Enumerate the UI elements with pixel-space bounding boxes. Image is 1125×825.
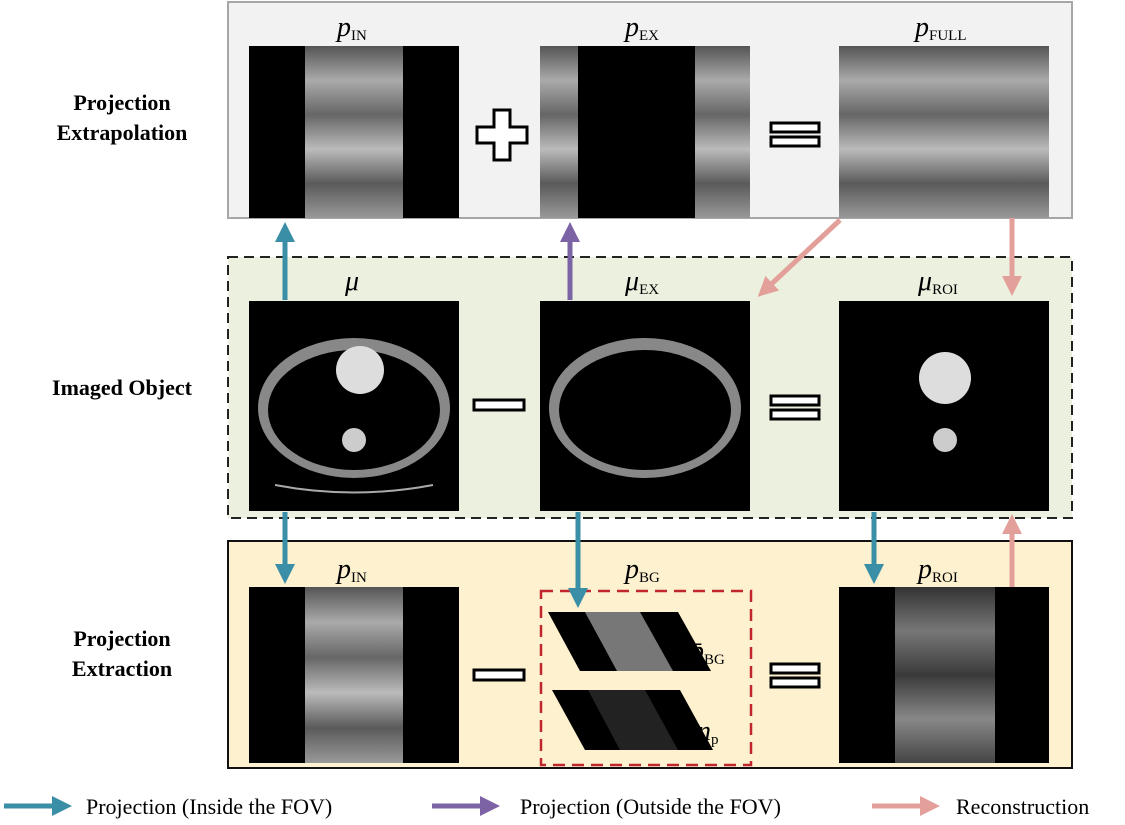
- equals-operator-bottom: [769, 662, 821, 689]
- minus-operator-middle: [472, 398, 526, 412]
- image-p-roi: [839, 587, 1049, 763]
- label-p-full: pFULL: [913, 12, 967, 44]
- label-p-bg-bar: p̄BG: [688, 636, 725, 668]
- row-label-extrapolation-2: Extrapolation: [57, 120, 188, 145]
- image-p-ex: [540, 46, 750, 218]
- row-label-extrapolation-1: Projection: [73, 90, 170, 115]
- image-p-bg-bar: [548, 612, 711, 671]
- label-p-roi: pROI: [916, 554, 958, 586]
- arrow-reconstruction-full-to-ex: [757, 218, 842, 297]
- label-mu-ex: μEX: [624, 266, 659, 298]
- image-p-full: [839, 46, 1049, 218]
- equals-operator-top: [769, 121, 821, 148]
- row-label-extraction-2: Extraction: [72, 656, 172, 681]
- image-mu-ex: [540, 301, 750, 511]
- label-mu: μ: [344, 266, 359, 297]
- image-n-p: [552, 690, 713, 750]
- legend: Projection (Inside the FOV) Projection (…: [4, 794, 1089, 819]
- row-label-extraction-1: Projection: [73, 626, 170, 651]
- image-mu-roi: [839, 301, 1049, 511]
- legend-label-projection-inside: Projection (Inside the FOV): [86, 794, 332, 819]
- label-p-ex: pEX: [623, 12, 659, 44]
- legend-label-projection-outside: Projection (Outside the FOV): [520, 794, 781, 819]
- image-p-in-top: [249, 46, 459, 218]
- label-p-in-top: pIN: [335, 12, 367, 44]
- label-p-in-bottom: pIN: [335, 554, 367, 586]
- image-p-in-bottom: [249, 587, 459, 763]
- label-n-p: np: [697, 716, 719, 748]
- legend-label-reconstruction: Reconstruction: [956, 794, 1089, 819]
- p-bg-box: [539, 589, 753, 767]
- plus-operator: [475, 108, 529, 162]
- row-label-imaged-object: Imaged Object: [52, 375, 193, 400]
- image-mu: [249, 301, 459, 511]
- label-mu-roi: μROI: [917, 266, 958, 298]
- minus-operator-bottom: [472, 668, 526, 682]
- label-p-bg: pBG: [623, 554, 660, 586]
- equals-operator-middle: [769, 394, 821, 421]
